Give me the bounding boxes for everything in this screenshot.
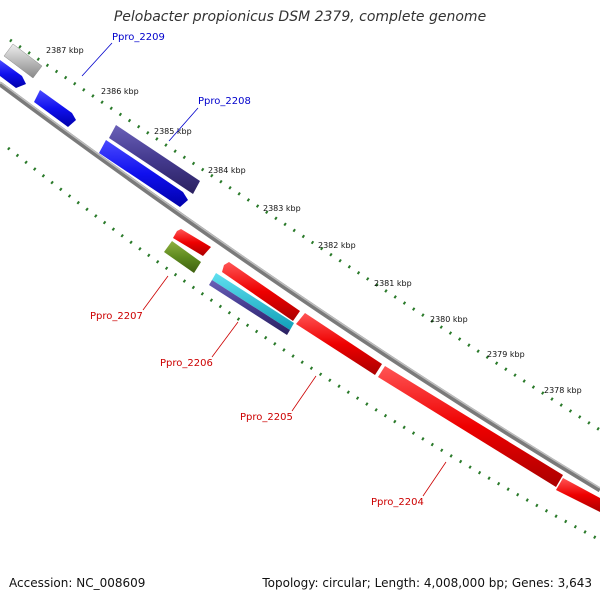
gene-blue-2[interactable] bbox=[34, 90, 76, 127]
callout-line-ppro-2208 bbox=[168, 107, 199, 142]
tick-label-2383: 2383 kbp bbox=[263, 204, 301, 213]
genome-backbone bbox=[0, 81, 600, 493]
callout-line-ppro-2209 bbox=[81, 42, 113, 77]
genome-backbone-highlight bbox=[0, 81, 600, 489]
gene-red-edge[interactable] bbox=[556, 478, 600, 512]
inner-tick-ring bbox=[7, 146, 600, 542]
gene-red-small[interactable] bbox=[173, 229, 211, 256]
gene-ppro-2208-purple[interactable] bbox=[109, 125, 200, 194]
gene-blue-3[interactable] bbox=[99, 140, 188, 207]
gene-blue-1[interactable] bbox=[0, 60, 26, 88]
tick-label-2379: 2379 kbp bbox=[487, 350, 525, 359]
gene-ppro-2206-purple[interactable] bbox=[209, 280, 290, 335]
gene-ppro-2206-red[interactable] bbox=[222, 262, 300, 321]
tick-label-2381: 2381 kbp bbox=[374, 279, 412, 288]
gene-ppro-2207-olive[interactable] bbox=[164, 241, 201, 273]
gene-label-ppro-2208[interactable]: Ppro_2208 bbox=[198, 96, 251, 107]
tick-label-2382: 2382 kbp bbox=[318, 241, 356, 250]
gene-label-ppro-2205[interactable]: Ppro_2205 bbox=[240, 412, 293, 423]
gene-ppro-2205-red[interactable] bbox=[296, 313, 382, 375]
outer-tick-ring bbox=[9, 38, 600, 432]
tick-label-2378: 2378 kbp bbox=[544, 386, 582, 395]
callout-line-ppro-2207 bbox=[142, 275, 169, 311]
genome-stats-text: Topology: circular; Length: 4,008,000 bp… bbox=[262, 576, 592, 590]
map-title: Pelobacter propionicus DSM 2379, complet… bbox=[113, 9, 487, 25]
gene-label-ppro-2206[interactable]: Ppro_2206 bbox=[160, 358, 213, 369]
callout-line-ppro-2206 bbox=[211, 321, 239, 358]
gene-label-ppro-2204[interactable]: Ppro_2204 bbox=[371, 497, 424, 508]
gene-ppro-2206-cyan[interactable] bbox=[212, 273, 294, 330]
gene-ppro-2204-red[interactable] bbox=[378, 366, 563, 487]
callout-line-ppro-2205 bbox=[291, 375, 317, 412]
tick-label-2384: 2384 kbp bbox=[208, 166, 246, 175]
tick-label-2385: 2385 kbp bbox=[154, 127, 192, 136]
gene-label-ppro-2209[interactable]: Ppro_2209 bbox=[112, 32, 165, 43]
accession-text: Accession: NC_008609 bbox=[9, 576, 146, 590]
gene-ppro-2209-grey[interactable] bbox=[3, 43, 43, 79]
callout-line-ppro-2204 bbox=[422, 461, 447, 497]
gene-label-ppro-2207[interactable]: Ppro_2207 bbox=[90, 311, 143, 322]
tick-label-2380: 2380 kbp bbox=[430, 315, 468, 324]
tick-label-2387: 2387 kbp bbox=[46, 46, 84, 55]
tick-label-2386: 2386 kbp bbox=[101, 87, 139, 96]
